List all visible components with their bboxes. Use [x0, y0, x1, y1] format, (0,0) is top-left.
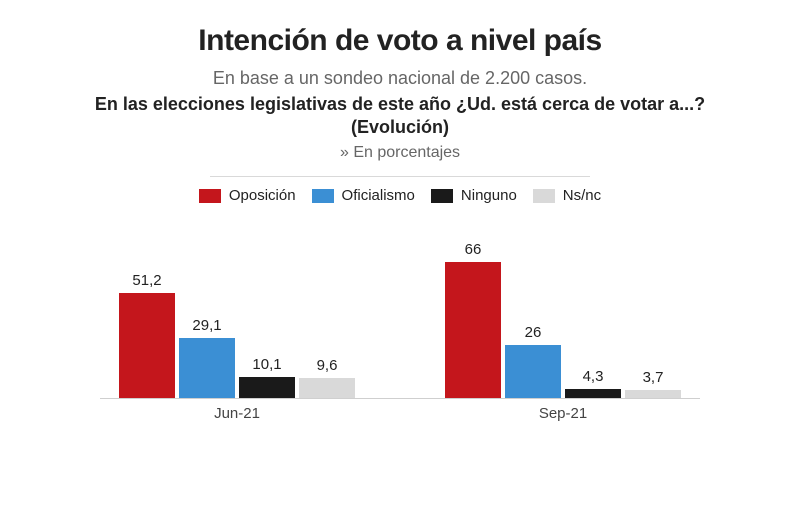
legend-label: Oposición — [229, 187, 296, 204]
x-axis-label: Sep-21 — [445, 405, 681, 422]
bar-column: 3,7 — [625, 369, 681, 398]
bar-value-label: 3,7 — [643, 369, 664, 386]
bar-chart: 51,2 29,1 10,1 9,6 66 26 4,3 3,7 Jun-21 Sep-21 — [100, 230, 700, 420]
bar-value-label: 4,3 — [583, 368, 604, 385]
chart-unit: » En porcentajes — [90, 144, 710, 162]
bar — [565, 389, 621, 398]
bar-column: 51,2 — [119, 272, 175, 398]
chart-title: Intención de voto a nivel país — [90, 24, 710, 58]
bar — [119, 293, 175, 398]
legend-swatch — [431, 189, 453, 203]
bar — [625, 390, 681, 398]
chart-question: En las elecciones legislativas de este a… — [90, 93, 710, 138]
bar — [239, 377, 295, 398]
bar-column: 29,1 — [179, 317, 235, 398]
unit-prefix: » — [340, 144, 349, 161]
chart-legend: Oposición Oficialismo Ninguno Ns/nc — [90, 187, 710, 204]
legend-item: Oposición — [199, 187, 296, 204]
bar-column: 9,6 — [299, 357, 355, 398]
chart-subtitle: En base a un sondeo nacional de 2.200 ca… — [90, 68, 710, 89]
bar-group: 66 26 4,3 3,7 — [445, 241, 681, 398]
legend-item: Oficialismo — [312, 187, 415, 204]
bar — [505, 345, 561, 398]
bar-column: 26 — [505, 324, 561, 398]
bar-column: 4,3 — [565, 368, 621, 398]
bar — [445, 262, 501, 398]
bar-value-label: 29,1 — [192, 317, 221, 334]
legend-separator — [210, 176, 590, 177]
bar — [179, 338, 235, 398]
chart-card: Intención de voto a nivel país En base a… — [0, 0, 800, 440]
bar-group: 51,2 29,1 10,1 9,6 — [119, 272, 355, 398]
legend-label: Ns/nc — [563, 187, 601, 204]
legend-label: Oficialismo — [342, 187, 415, 204]
bar — [299, 378, 355, 398]
bar-value-label: 51,2 — [132, 272, 161, 289]
bar-value-label: 66 — [465, 241, 482, 258]
legend-swatch — [199, 189, 221, 203]
x-axis-label: Jun-21 — [119, 405, 355, 422]
chart-x-labels: Jun-21 Sep-21 — [100, 405, 700, 422]
bar-value-label: 10,1 — [252, 356, 281, 373]
legend-item: Ns/nc — [533, 187, 601, 204]
bar-value-label: 26 — [525, 324, 542, 341]
bar-column: 66 — [445, 241, 501, 398]
legend-swatch — [533, 189, 555, 203]
bar-value-label: 9,6 — [317, 357, 338, 374]
chart-plot-area: 51,2 29,1 10,1 9,6 66 26 4,3 3,7 — [100, 230, 700, 399]
bar-column: 10,1 — [239, 356, 295, 398]
legend-item: Ninguno — [431, 187, 517, 204]
unit-text: En porcentajes — [353, 144, 460, 161]
legend-label: Ninguno — [461, 187, 517, 204]
legend-swatch — [312, 189, 334, 203]
